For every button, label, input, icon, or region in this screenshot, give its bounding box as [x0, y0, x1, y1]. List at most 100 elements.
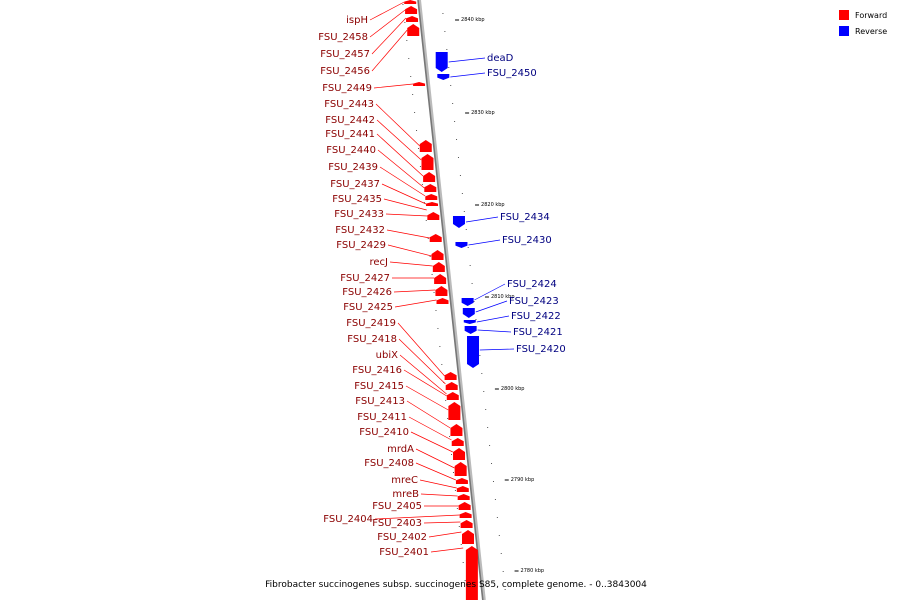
track-dot	[479, 355, 481, 356]
forward-gene-block	[413, 82, 426, 86]
forward-gene-label: FSU_2427	[340, 273, 390, 284]
forward-leader-line	[410, 431, 453, 453]
reverse-gene-block	[437, 74, 450, 80]
forward-gene-label: FSU_2401	[379, 547, 429, 558]
track-dot	[452, 472, 454, 473]
forward-gene-block	[455, 478, 468, 484]
genome-caption: Fibrobacter succinogenes subsp. succinog…	[265, 580, 647, 590]
track-dot	[402, 4, 404, 5]
track-dot	[487, 427, 489, 428]
track-dot	[500, 553, 502, 554]
track-dot	[451, 454, 453, 455]
forward-gene-label: FSU_2443	[324, 99, 374, 110]
forward-gene-label: FSU_2439	[328, 162, 378, 173]
tick-label: 2790 kbp	[511, 477, 535, 483]
track-dot	[461, 193, 463, 194]
track-dot	[494, 499, 496, 500]
reverse-gene-block	[435, 52, 448, 72]
track-dot	[429, 256, 431, 257]
reverse-leader-line	[448, 57, 486, 63]
forward-gene-label: FSU_2411	[357, 412, 407, 423]
forward-leader-line	[369, 1, 405, 21]
forward-leader-line	[397, 322, 445, 377]
forward-gene-block	[427, 212, 440, 220]
track-dot	[502, 571, 504, 572]
forward-gene-label: FSU_2425	[343, 302, 393, 313]
forward-gene-block	[424, 184, 437, 192]
reverse-leader-line	[475, 300, 508, 313]
forward-gene-label: FSU_2440	[326, 145, 376, 156]
forward-gene-label: FSU_2408	[364, 458, 414, 469]
forward-leader-line	[374, 514, 460, 520]
reverse-gene-block	[464, 326, 477, 334]
forward-gene-label: FSU_2429	[336, 240, 386, 251]
track-dot	[450, 85, 452, 86]
track-dot	[469, 265, 471, 266]
track-dot	[463, 211, 465, 212]
forward-gene-label: FSU_2415	[354, 381, 404, 392]
track-dot	[442, 13, 444, 14]
forward-leader-line	[394, 299, 437, 308]
reverse-gene-label: FSU_2430	[502, 235, 552, 246]
forward-leader-line	[377, 149, 425, 189]
tick-label: 2800 kbp	[501, 386, 525, 392]
track-dot	[492, 481, 494, 482]
forward-leader-line	[376, 119, 422, 161]
legend-forward-swatch	[839, 10, 849, 20]
forward-leader-line	[405, 385, 449, 411]
forward-gene-label: FSU_2437	[330, 179, 380, 190]
track-dot	[465, 229, 467, 230]
forward-leader-line	[415, 462, 456, 481]
reverse-gene-label: FSU_2423	[509, 296, 559, 307]
reverse-gene-label: FSU_2422	[511, 311, 561, 322]
track-dot	[449, 436, 451, 437]
forward-gene-block	[444, 372, 457, 380]
forward-leader-line	[371, 17, 407, 55]
forward-gene-label: FSU_2458	[318, 32, 368, 43]
track-dot	[459, 175, 461, 176]
track-dot	[427, 238, 429, 239]
reverse-leader-line	[477, 329, 512, 333]
reverse-leader-line	[468, 239, 501, 246]
forward-gene-label: FSU_2442	[325, 115, 375, 126]
forward-leader-line	[408, 416, 452, 441]
forward-gene-label: mreB	[392, 489, 419, 500]
legend-forward-label: Forward	[855, 11, 887, 20]
track-dot	[485, 409, 487, 410]
forward-gene-block	[425, 194, 438, 200]
legend-reverse-label: Reverse	[855, 27, 887, 36]
forward-gene-label: FSU_2405	[372, 501, 422, 512]
track-dot	[446, 49, 448, 50]
reverse-gene-labels: deaD FSU_2450 FSU_2434 FSU_2430 FSU_2424 FSU_…	[448, 53, 566, 355]
track-dot	[417, 148, 419, 149]
forward-leader-line	[430, 547, 464, 553]
forward-gene-label: FSU_2419	[346, 318, 396, 329]
track-dot	[437, 328, 439, 329]
forward-leader-line	[419, 479, 457, 489]
forward-gene-label: FSU_2418	[347, 334, 397, 345]
forward-gene-label: mrdA	[387, 444, 414, 455]
forward-gene-label: ubiX	[376, 350, 398, 361]
forward-gene-block	[436, 298, 449, 304]
track-dot	[473, 301, 475, 302]
genome-axis	[417, 0, 486, 600]
forward-gene-block	[458, 502, 471, 510]
track-dot	[406, 40, 408, 41]
tick-label: 2820 kbp	[481, 202, 505, 208]
track-dot	[435, 310, 437, 311]
track-dots	[402, 4, 506, 599]
track-dot	[481, 373, 483, 374]
forward-gene-block	[404, 0, 417, 4]
track-dot	[458, 526, 460, 527]
forward-leader-line	[389, 261, 433, 267]
forward-gene-label: FSU_2426	[342, 287, 392, 298]
reverse-gene-label: FSU_2424	[507, 279, 557, 290]
track-dot	[491, 463, 493, 464]
reverse-gene-label: FSU_2450	[487, 68, 537, 79]
forward-leader-line	[386, 229, 430, 239]
forward-gene-label: FSU_2404	[323, 514, 373, 525]
track-dot	[452, 103, 454, 104]
forward-gene-block	[434, 274, 447, 284]
track-dot	[454, 490, 456, 491]
forward-gene-label: FSU_2435	[332, 194, 382, 205]
